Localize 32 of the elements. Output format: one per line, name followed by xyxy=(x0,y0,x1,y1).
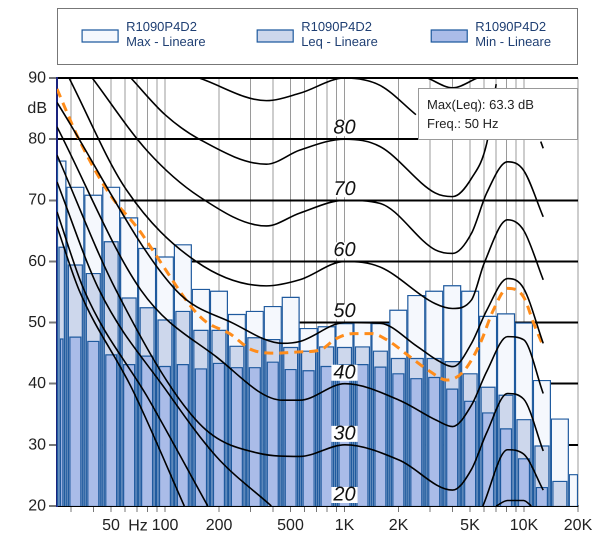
x-tick-label: 500 xyxy=(277,517,304,534)
y-tick-label: 70 xyxy=(28,192,46,209)
series-label: 30 xyxy=(333,422,356,444)
series-label: 70 xyxy=(333,178,356,200)
x-tick-label: 50 xyxy=(102,517,120,534)
y-tick-label: 50 xyxy=(28,314,46,331)
y-tick-label: 80 xyxy=(28,130,46,148)
legend-label: R1090P4D2 Max - Lineare xyxy=(126,19,206,50)
x-tick-label: 10K xyxy=(510,517,539,534)
x-tick-label: 2K xyxy=(388,517,409,534)
series-label: 40 xyxy=(333,361,356,384)
series-label: 60 xyxy=(333,238,356,261)
x-axis-title: Hz xyxy=(128,517,148,534)
y-tick-label: 90 xyxy=(28,69,46,86)
y-tick-label: 20 xyxy=(28,497,46,514)
y-tick-label: 30 xyxy=(28,436,46,454)
x-tick-label: 200 xyxy=(206,517,233,534)
y-tick-label: 60 xyxy=(28,252,46,270)
y-axis-title: dB xyxy=(27,100,47,117)
series-label: 50 xyxy=(333,300,356,322)
x-tick-label: 20K xyxy=(564,517,593,534)
x-tick-label: 100 xyxy=(152,517,178,534)
series-label: 80 xyxy=(333,116,356,139)
legend-label: R1090P4D2 Leq - Lineare xyxy=(301,19,378,50)
annotation: Freq.: 50 Hz xyxy=(427,115,500,133)
x-tick-label: 5K xyxy=(460,517,480,534)
annotation: Max(Leq): 63.3 dB xyxy=(427,96,535,114)
x-tick-label: 1K xyxy=(334,517,355,534)
y-tick-label: 40 xyxy=(28,375,46,392)
legend-label: R1090P4D2 Min - Lineare xyxy=(475,19,552,50)
text: 20 xyxy=(332,484,356,506)
note-box: Max(Leq): 63.3 dB Freq.: 50 Hz xyxy=(418,88,578,140)
